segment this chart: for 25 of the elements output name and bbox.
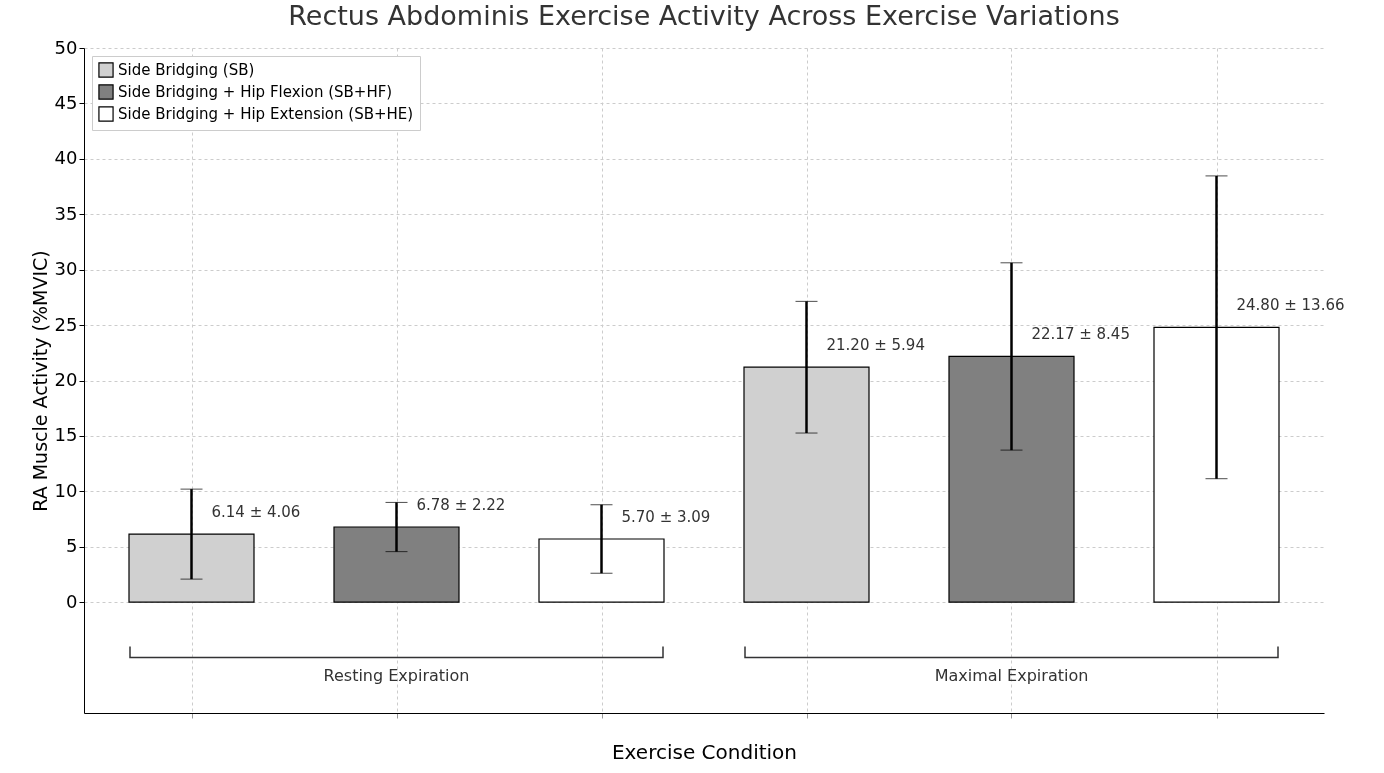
annotation: Resting Expiration: [323, 666, 470, 686]
chart-title: Rectus Abdominis Exercise Activity Across Exercise Variations: [288, 0, 1120, 31]
data-label: 24.80 ± 13.66: [1236, 296, 1345, 315]
legend-label: Side Bridging + Hip Extension (SB+HE): [118, 105, 414, 123]
data-label: 6.78 ± 2.22: [416, 496, 506, 515]
y-tick-label: 45: [54, 91, 78, 113]
y-tick-label: 30: [54, 258, 78, 280]
y-tick-label: 20: [54, 369, 78, 390]
data-label: 22.17 ± 8.45: [1031, 325, 1130, 344]
y-tick-label: 0: [66, 590, 78, 612]
y-tick-label: 5: [66, 535, 78, 557]
data-label: 5.70 ± 3.09: [621, 507, 711, 526]
annotation: Maximal Expiration: [934, 666, 1089, 686]
legend-label: Side Bridging (SB): [118, 61, 255, 79]
y-tick-label: 25: [54, 313, 78, 335]
data-label: 21.20 ± 5.94: [826, 336, 925, 355]
legend-label: Side Bridging + Hip Flexion (SB+HF): [118, 83, 393, 101]
y-tick-label: 40: [54, 147, 78, 169]
x-axis-title: Exercise Condition: [611, 739, 798, 764]
y-tick-label: 50: [54, 36, 78, 58]
y-tick-label: 35: [54, 202, 78, 224]
y-tick-label: 10: [54, 479, 78, 501]
y-tick-label: 15: [54, 424, 78, 446]
data-label: 6.14 ± 4.06: [211, 503, 301, 522]
y-axis-title: RA Muscle Activity (%MVIC): [28, 250, 51, 512]
